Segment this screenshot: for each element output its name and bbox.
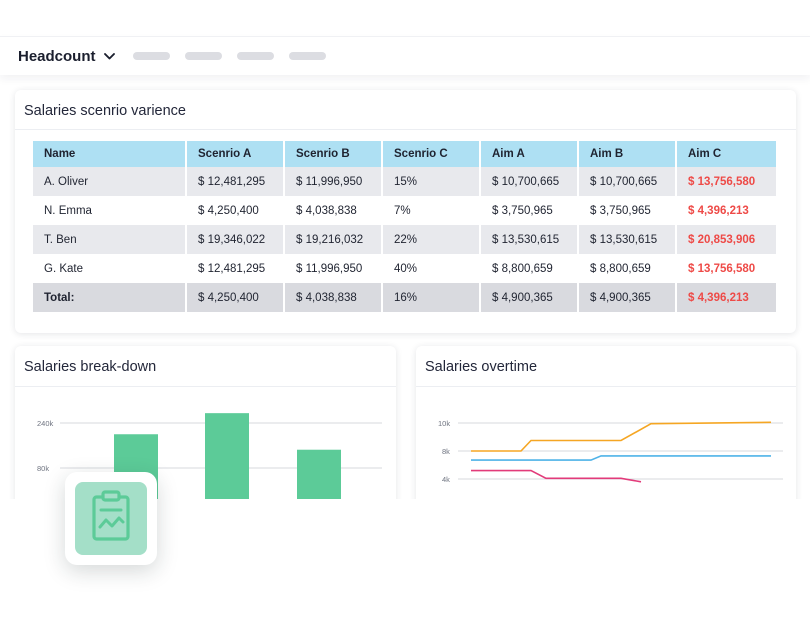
- chevron-down-icon[interactable]: [103, 50, 116, 63]
- variance-card: Salaries scenrio varience Name Scenrio A…: [15, 90, 796, 333]
- overtime-chart: 10k 8k 4k: [438, 419, 783, 484]
- cell: A. Oliver: [33, 167, 186, 196]
- cell: $ 4,396,213: [675, 283, 776, 312]
- table-header-row: Name Scenrio A Scenrio B Scenrio C Aim A…: [33, 141, 776, 167]
- y-tick-label: 4k: [442, 475, 450, 484]
- cell: $ 4,900,365: [577, 283, 676, 312]
- y-tick-label: 10k: [438, 419, 450, 428]
- cell: $ 4,250,400: [185, 196, 284, 225]
- table-row: A. Oliver $ 12,481,295 $ 11,996,950 15% …: [33, 167, 776, 196]
- cell: $ 8,800,659: [577, 254, 676, 283]
- table-total-row: Total: $ 4,250,400 $ 4,038,838 16% $ 4,9…: [33, 283, 776, 312]
- cell: 16%: [381, 283, 480, 312]
- y-tick-label: 80k: [37, 464, 49, 473]
- cell: N. Emma: [44, 204, 92, 217]
- y-tick-label: 8k: [442, 447, 450, 456]
- cell: $ 13,756,580: [675, 167, 776, 196]
- cell: $ 10,700,665: [479, 167, 578, 196]
- cell: 22%: [381, 225, 480, 254]
- series-line: [471, 469, 642, 483]
- nav-placeholder-3[interactable]: [236, 52, 274, 60]
- table-row: G. Kate $ 12,481,295 $ 11,996,950 40% $ …: [33, 254, 776, 283]
- cell: 15%: [381, 167, 480, 196]
- cell: $ 3,750,965: [479, 196, 578, 225]
- cell: Total:: [33, 283, 186, 312]
- report-app-tile[interactable]: [65, 472, 157, 565]
- col-header: Name: [33, 141, 186, 167]
- cell: $ 10,700,665: [577, 167, 676, 196]
- col-header: Aim A: [479, 141, 578, 167]
- y-tick-label: 240k: [37, 419, 54, 428]
- variance-title: Salaries scenrio varience: [24, 103, 186, 119]
- top-bar: Headcount: [0, 36, 810, 75]
- cell: $ 12,481,295: [185, 254, 284, 283]
- cell: T. Ben: [33, 225, 186, 254]
- variance-table: Name Scenrio A Scenrio B Scenrio C Aim A…: [33, 141, 776, 312]
- clipboard-chart-icon: [92, 490, 130, 541]
- cell: $ 11,996,950: [283, 167, 382, 196]
- cell: $ 4,900,365: [479, 283, 578, 312]
- series-line: [471, 421, 772, 452]
- cell: $ 13,530,615: [479, 225, 578, 254]
- nav-placeholder-2[interactable]: [184, 52, 222, 60]
- divider: [15, 129, 796, 130]
- divider: [416, 386, 796, 387]
- cell: $ 12,481,295: [185, 167, 284, 196]
- cell: $ 8,800,659: [479, 254, 578, 283]
- cell: $ 11,996,950: [283, 254, 382, 283]
- series-line: [471, 455, 771, 461]
- table-row: N. Emma $ 4,250,400 $ 4,038,838 7% $ 3,7…: [33, 196, 776, 225]
- cell: $ 4,038,838: [283, 283, 382, 312]
- col-header: Scenrio C: [381, 141, 480, 167]
- cell: 7%: [381, 196, 480, 225]
- nav-placeholder-1[interactable]: [132, 52, 170, 60]
- cell: 40%: [381, 254, 480, 283]
- col-header: Scenrio B: [283, 141, 382, 167]
- overtime-title: Salaries overtime: [425, 359, 538, 375]
- cell: $ 13,756,580: [675, 254, 776, 283]
- cell: $ 13,530,615: [577, 225, 676, 254]
- headcount-title: Headcount: [18, 47, 96, 65]
- divider: [15, 386, 396, 387]
- nav-placeholder-4[interactable]: [288, 52, 326, 60]
- cell: $ 19,216,032: [283, 225, 382, 254]
- col-header: Aim B: [577, 141, 676, 167]
- cell: $ 19,346,022: [185, 225, 284, 254]
- table-row: T. Ben $ 19,346,022 $ 19,216,032 22% $ 1…: [33, 225, 776, 254]
- col-header: Aim C: [675, 141, 776, 167]
- col-header: Scenrio A: [185, 141, 284, 167]
- breakdown-title: Salaries break-down: [24, 359, 157, 375]
- cell: $ 4,396,213: [675, 196, 776, 225]
- tile-background: [75, 482, 147, 555]
- cell: $ 20,853,906: [675, 225, 776, 254]
- cell: G. Kate: [44, 262, 83, 275]
- cell: $ 3,750,965: [577, 196, 676, 225]
- cell: $ 4,250,400: [185, 283, 284, 312]
- cell: $ 4,038,838: [283, 196, 382, 225]
